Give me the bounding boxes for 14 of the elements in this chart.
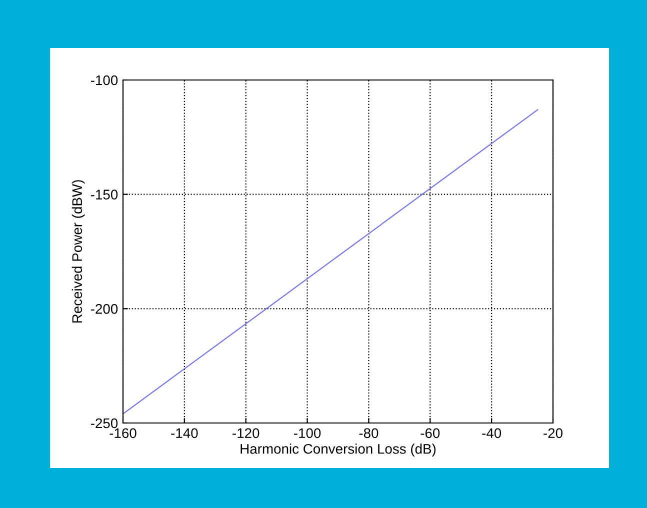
y-tick-label: -150 <box>90 190 118 200</box>
x-tick-label: -40 <box>482 428 502 438</box>
y-tick-label: -100 <box>90 75 118 86</box>
y-tick-label: -200 <box>90 304 118 314</box>
x-tick-label: -160 <box>110 428 136 438</box>
x-tick-label: -120 <box>232 428 260 438</box>
y-tick-label: -250 <box>90 418 118 428</box>
y-axis-title: Received Power (dBW) <box>72 180 85 323</box>
x-tick-label: -80 <box>359 428 378 438</box>
x-tick-label: -20 <box>544 428 562 438</box>
x-tick-label: -100 <box>294 428 321 438</box>
x-tick-label: -140 <box>171 428 198 438</box>
x-tick-label: -60 <box>420 428 440 438</box>
x-axis-title: Harmonic Conversion Loss (dB) <box>240 444 436 457</box>
